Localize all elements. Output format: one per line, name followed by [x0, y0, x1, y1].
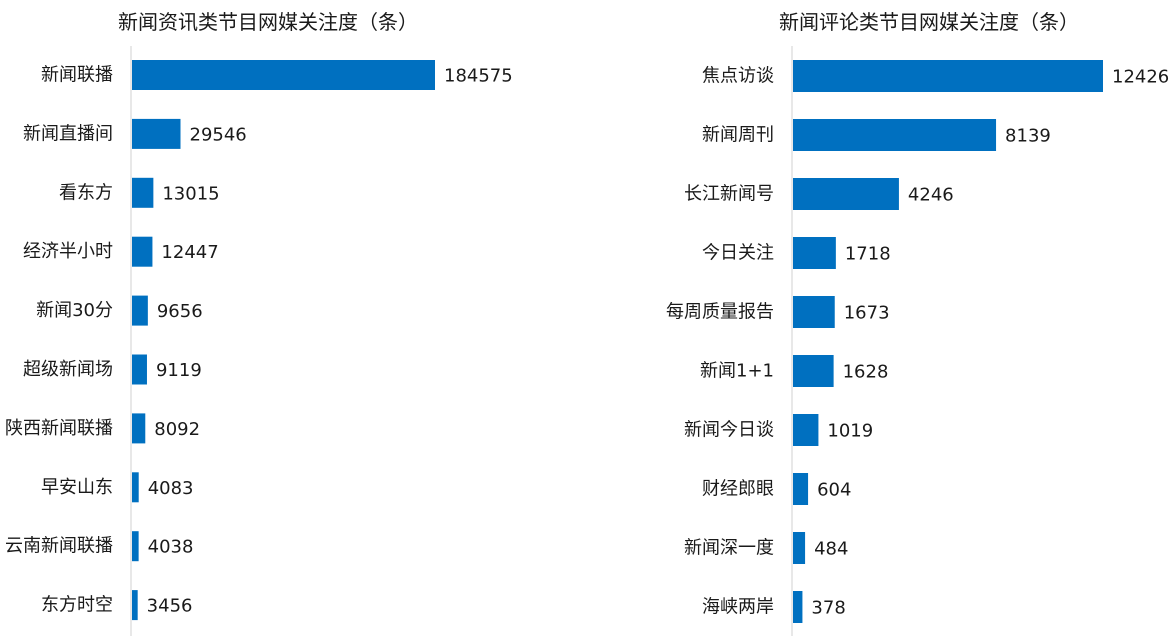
right-bar [793, 355, 834, 387]
left-category-label: 新闻30分 [36, 300, 113, 321]
right-bar [793, 473, 809, 505]
right-bar [793, 178, 899, 210]
left-bar [132, 60, 435, 90]
right-value-label: 1628 [843, 362, 889, 383]
right-category-label: 今日关注 [702, 243, 774, 264]
right-bar [793, 591, 803, 623]
left-category-label: 新闻联播 [41, 65, 113, 86]
left-category-label: 看东方 [59, 182, 113, 203]
left-value-label: 3456 [147, 596, 193, 617]
right-value-label: 4246 [908, 185, 954, 206]
right-category-label: 每周质量报告 [666, 302, 774, 323]
left-chart-title: 新闻资讯类节目网媒关注度（条） [118, 10, 418, 34]
left-value-label: 4038 [148, 537, 194, 558]
left-bar [132, 590, 138, 621]
left-bar [132, 413, 146, 444]
right-bar [793, 119, 997, 151]
right-value-label: 1673 [844, 303, 890, 324]
left-bar [132, 354, 147, 385]
right-value-label: 12426 [1112, 67, 1169, 88]
right-bar [793, 414, 819, 446]
left-category-label: 云南新闻联播 [5, 536, 113, 557]
left-value-label: 8092 [154, 419, 200, 440]
right-bar [793, 296, 835, 328]
right-bar [793, 237, 836, 269]
left-category-label: 早安山东 [41, 477, 113, 498]
right-value-label: 8139 [1005, 126, 1051, 147]
left-value-label: 9656 [157, 301, 203, 322]
right-value-label: 378 [811, 598, 845, 619]
right-category-label: 焦点访谈 [702, 66, 774, 87]
right-category-label: 财经郎眼 [702, 479, 774, 500]
right-value-label: 484 [814, 539, 848, 560]
right-category-label: 新闻1+1 [700, 361, 774, 382]
right-value-label: 1019 [827, 421, 873, 442]
left-bar [132, 295, 148, 326]
left-category-label: 经济半小时 [23, 241, 113, 262]
left-value-label: 184575 [444, 66, 513, 87]
left-bar [132, 531, 139, 562]
left-value-label: 12447 [161, 242, 218, 263]
right-category-label: 新闻周刊 [702, 125, 774, 146]
left-bar [132, 236, 153, 267]
left-bar [132, 472, 139, 503]
left-category-label: 东方时空 [41, 595, 113, 616]
right-category-label: 新闻深一度 [684, 538, 774, 559]
left-value-label: 13015 [162, 183, 219, 204]
left-value-label: 4083 [148, 478, 194, 499]
left-category-label: 陕西新闻联播 [5, 418, 113, 439]
right-chart-title: 新闻评论类节目网媒关注度（条） [779, 10, 1079, 34]
right-category-label: 长江新闻号 [684, 184, 774, 205]
left-bar [132, 118, 181, 149]
right-value-label: 604 [817, 480, 851, 501]
right-value-label: 1718 [845, 244, 891, 265]
right-bar [793, 532, 806, 564]
left-bar [132, 177, 154, 208]
right-category-label: 海峡两岸 [702, 597, 774, 618]
left-category-label: 新闻直播间 [23, 123, 113, 144]
right-bar [793, 60, 1103, 92]
left-category-label: 超级新闻场 [23, 359, 113, 380]
left-value-label: 9119 [156, 360, 202, 381]
right-category-label: 新闻今日谈 [684, 420, 774, 441]
left-value-label: 29546 [190, 124, 247, 145]
